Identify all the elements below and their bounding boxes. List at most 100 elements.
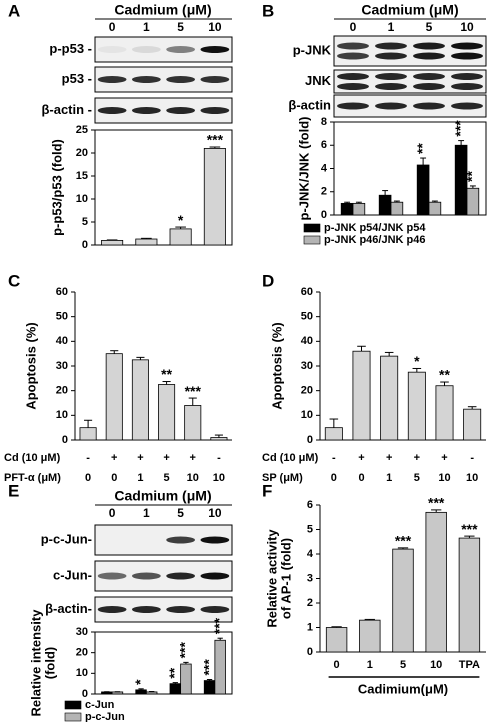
bar: [407, 371, 426, 441]
blot-band: [413, 102, 445, 110]
bar: [416, 164, 430, 216]
blot: [333, 35, 487, 67]
plot-frame: [94, 129, 233, 246]
row-value: 5: [164, 472, 170, 484]
blot-band: [375, 83, 407, 90]
legend-label: c-Jun: [85, 699, 115, 711]
bar: [428, 201, 442, 216]
y-tick-label: 10: [76, 667, 88, 679]
y-tick-label: 0: [307, 646, 313, 658]
y-tick-label: 2: [321, 186, 327, 198]
significance: *: [132, 679, 148, 685]
blot-label: p-p53 -: [49, 41, 92, 56]
blot-band: [337, 102, 369, 110]
x-tick-label: TPA: [459, 659, 480, 671]
bar: [392, 548, 414, 653]
blot-band: [451, 83, 483, 90]
bar: [210, 437, 228, 441]
lane-label: 5: [177, 20, 184, 34]
y-tick-label: 0: [307, 434, 313, 446]
y-tick-label: 0: [321, 209, 327, 221]
blot-band: [97, 107, 127, 114]
significance: **: [166, 667, 182, 678]
blot-band: [97, 46, 127, 53]
significance: ***: [177, 641, 193, 658]
bar: [378, 194, 392, 216]
row-value: +: [358, 452, 364, 464]
blot-band: [337, 83, 369, 90]
legend-label: p-c-Jun: [85, 711, 125, 722]
header: Cadmium (μM): [361, 2, 458, 18]
x-tick-label: 0: [334, 659, 340, 671]
row-value: +: [163, 452, 169, 464]
y-axis-label: Relative activity: [264, 529, 279, 628]
blot-band: [131, 76, 161, 83]
x-tick-label: 5: [400, 659, 406, 671]
row-value: +: [137, 452, 143, 464]
header: Cadmium (μM): [114, 2, 211, 18]
lane-label: 0: [109, 506, 116, 520]
y-axis-label: Apoptosis (%): [23, 322, 38, 409]
y-tick-label: 30: [301, 360, 313, 372]
bar: [425, 511, 447, 653]
significance: ***: [452, 120, 468, 137]
blot-band: [451, 52, 483, 60]
lane-label: 1: [143, 20, 150, 34]
panel-letter: B: [262, 1, 274, 20]
y-tick-label: 20: [76, 147, 88, 159]
row-value: 1: [137, 472, 143, 484]
bar: [352, 350, 371, 441]
panel-letter: A: [8, 1, 20, 20]
bar: [203, 147, 226, 246]
blot-band: [166, 107, 196, 114]
y-tick-label: 8: [321, 116, 327, 128]
bar: [131, 359, 149, 441]
significance: ***: [207, 132, 224, 148]
blot-band: [97, 76, 127, 83]
bar: [180, 663, 192, 695]
row-value: 1: [386, 472, 392, 484]
bar: [169, 683, 182, 695]
y-tick-label: 4: [307, 548, 314, 560]
bar: [214, 639, 226, 695]
blot-label: c-Jun-: [53, 567, 92, 582]
blot-band: [413, 52, 445, 60]
y-axis-label: of AP-1 (fold): [278, 538, 293, 619]
y-tick-label: 10: [301, 409, 313, 421]
row-value: +: [386, 452, 392, 464]
blot-label: β-actin-: [45, 601, 92, 616]
legend-swatch: [64, 712, 82, 722]
blot-band: [131, 107, 161, 114]
bar: [184, 405, 202, 441]
legend-swatch: [64, 700, 82, 710]
row-value: -: [217, 452, 221, 464]
y-axis-label: (fold): [42, 647, 57, 679]
row-value: 0: [85, 472, 91, 484]
y-axis-label: p-JNK/JNK (fold): [296, 117, 311, 221]
bar: [463, 408, 482, 441]
significance: ***: [461, 521, 478, 537]
row-value: +: [190, 452, 196, 464]
lane-label: 10: [208, 506, 222, 520]
y-tick-label: 30: [76, 626, 88, 638]
y-tick-label: 20: [76, 647, 88, 659]
blot-band: [200, 76, 230, 83]
blot-band: [451, 42, 483, 50]
bar: [380, 355, 399, 441]
significance: *: [178, 212, 184, 228]
y-tick-label: 30: [56, 360, 68, 372]
y-tick-label: 0: [62, 434, 68, 446]
bar: [135, 238, 158, 246]
blot-band: [451, 102, 483, 110]
significance: **: [464, 170, 480, 181]
y-tick-label: 40: [56, 335, 68, 347]
blot-band: [375, 73, 407, 80]
blot-band: [166, 46, 196, 53]
blot-band: [131, 46, 161, 53]
y-tick-label: 60: [56, 286, 68, 298]
legend-swatch: [303, 235, 321, 245]
blot-label: p-c-Jun-: [41, 531, 92, 546]
lane-label: 5: [177, 506, 184, 520]
plot-frame: [94, 631, 233, 695]
